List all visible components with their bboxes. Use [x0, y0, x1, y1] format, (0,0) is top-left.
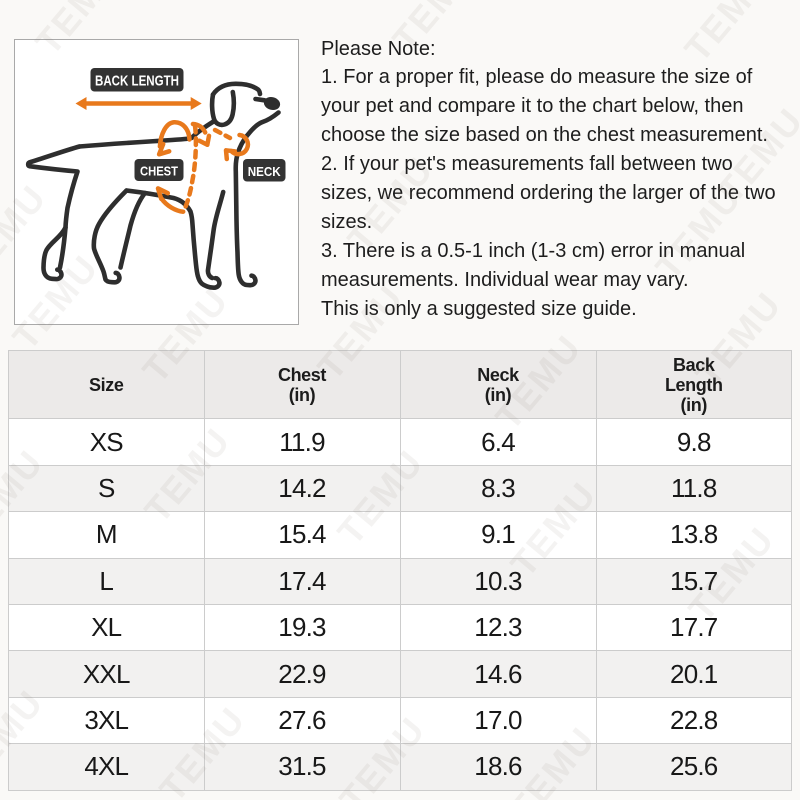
- svg-text:NECK: NECK: [248, 164, 282, 179]
- svg-text:BACK LENGTH: BACK LENGTH: [95, 72, 179, 89]
- svg-text:CHEST: CHEST: [140, 163, 178, 178]
